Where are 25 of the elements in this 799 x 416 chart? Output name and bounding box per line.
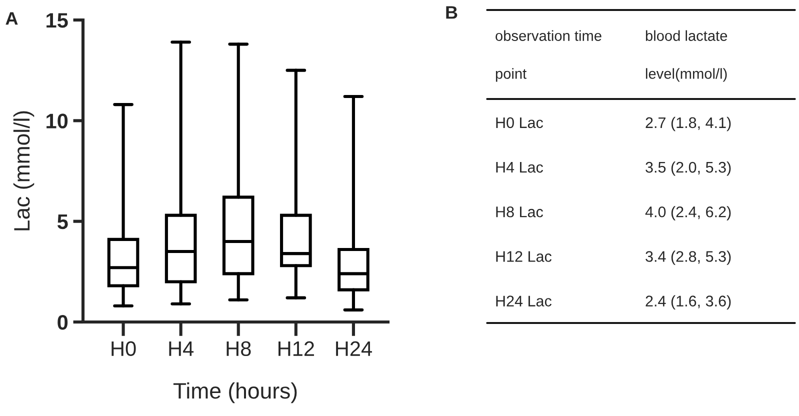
text: observation time point: [496, 30, 602, 82]
x-tick-label: H12: [278, 341, 314, 356]
y-tick-label: 0: [58, 315, 68, 330]
x-tick-label: H0: [112, 341, 136, 356]
text: blood lactate level(mmol/l): [646, 30, 728, 82]
text: H0 Lac: [496, 117, 544, 128]
text: H12 Lac: [496, 251, 552, 262]
y-tick-label: 5: [57, 214, 68, 230]
x-tick-label: H24: [336, 341, 372, 356]
text: H8 Lac: [496, 206, 544, 218]
text: 2.4 (1.6, 3.6): [646, 295, 731, 310]
chart-title: A: [6, 12, 18, 25]
x-tick-label: H8: [226, 341, 251, 356]
text: 4.0 (2.4, 6.2): [645, 206, 731, 220]
text: 3.5 (2.0, 5.3): [646, 161, 731, 176]
text: H24 Lac: [496, 296, 552, 306]
text: B: [446, 6, 458, 19]
x-axis-title: Time (hours): [173, 382, 297, 404]
y-tick-label: 10: [46, 114, 68, 128]
text: 2.7 (1.8, 4.1): [646, 116, 731, 132]
x-tick-label: H4: [169, 342, 194, 356]
text: H4 Lac: [496, 162, 544, 173]
y-axis-title: Lac (mmol/l): [13, 111, 34, 230]
text: 3.4 (2.8, 5.3): [646, 250, 731, 265]
y-tick-label: 15: [46, 13, 68, 28]
